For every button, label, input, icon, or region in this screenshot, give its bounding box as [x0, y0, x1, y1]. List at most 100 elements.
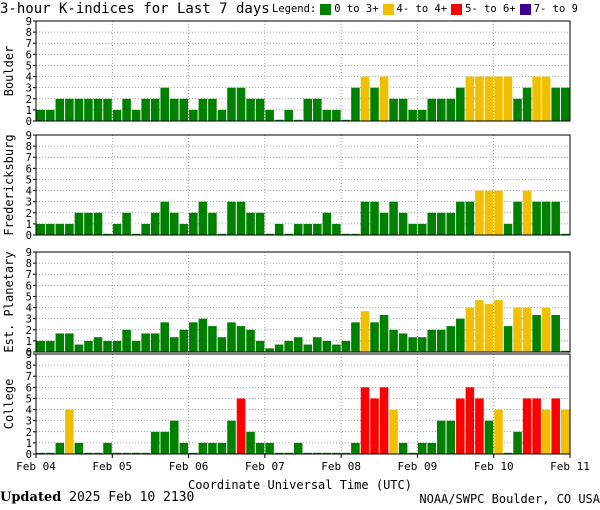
y-tick-label: 8	[26, 360, 32, 372]
k-index-bar	[322, 109, 332, 121]
k-index-bar	[551, 201, 560, 235]
k-index-bar	[208, 442, 217, 454]
k-index-bar	[437, 329, 446, 352]
k-index-bar	[46, 223, 55, 235]
k-index-bar	[379, 212, 389, 235]
y-tick-label: 4	[26, 72, 32, 84]
k-index-bar	[541, 307, 551, 352]
y-tick-label: 4	[26, 186, 32, 198]
k-index-bar	[274, 452, 284, 454]
k-index-bar	[227, 201, 236, 235]
x-tick-label: Feb 07	[245, 460, 285, 473]
x-tick-label: Feb 06	[169, 460, 209, 473]
k-index-bar	[274, 223, 284, 235]
k-index-bar	[303, 223, 313, 235]
legend: Legend: 0 to 3+ 4- to 4+ 5- to 6+ 7- to …	[272, 2, 578, 16]
y-tick-label: 1	[26, 105, 32, 117]
k-index-bar	[112, 109, 122, 121]
k-index-bar	[446, 326, 456, 352]
legend-item-severe: 7- to 9	[519, 2, 578, 16]
k-index-bar	[74, 212, 84, 235]
k-index-bar	[284, 340, 293, 352]
y-tick-label: 1	[26, 219, 32, 231]
k-index-bar	[427, 442, 436, 454]
y-tick-label: 3	[26, 83, 32, 95]
updated-label: Updated	[0, 490, 62, 505]
k-index-bar	[513, 431, 522, 454]
k-index-bar	[351, 87, 360, 121]
k-index-bar	[475, 76, 484, 121]
y-tick-label: 3	[26, 197, 32, 209]
legend-item-label: 4- to 4+	[396, 3, 448, 15]
k-index-bar	[513, 201, 522, 235]
k-index-bar	[465, 387, 475, 454]
k-index-bar	[274, 344, 284, 352]
y-tick-label: 6	[26, 163, 32, 175]
k-index-bar	[484, 303, 494, 352]
y-tick-label: 6	[26, 280, 32, 292]
k-index-bar	[532, 76, 541, 121]
k-index-bar	[150, 431, 160, 454]
k-index-bar	[417, 109, 427, 121]
y-tick-label: 2	[26, 94, 32, 106]
k-index-bar	[189, 322, 198, 352]
k-index-bar	[408, 337, 417, 352]
y-tick-label: 0	[26, 347, 32, 359]
k-index-bar	[55, 333, 65, 352]
k-index-bar	[541, 201, 551, 235]
k-index-bar	[360, 311, 370, 352]
k-index-bar	[141, 98, 150, 121]
k-index-bar	[217, 337, 227, 352]
k-index-bar	[170, 420, 179, 454]
k-index-bar	[313, 337, 322, 352]
k-index-bar	[437, 212, 446, 235]
k-index-bar	[427, 212, 436, 235]
k-index-bar	[293, 119, 303, 121]
k-index-bar	[522, 190, 532, 235]
k-index-bar	[475, 190, 484, 235]
k-index-bar	[179, 98, 189, 121]
k-index-bar	[456, 318, 465, 352]
y-tick-label: 5	[26, 174, 32, 186]
k-index-bar	[341, 233, 351, 235]
y-tick-label: 9	[26, 349, 32, 361]
k-index-bar	[170, 337, 179, 352]
k-index-bar	[179, 223, 189, 235]
k-index-bar	[370, 398, 379, 454]
panel-station-label: Boulder	[2, 46, 16, 97]
k-index-bar	[370, 87, 379, 121]
k-index-bar	[103, 233, 112, 235]
k-index-bar	[494, 76, 503, 121]
legend-item-label: 0 to 3+	[334, 3, 379, 15]
y-tick-label: 3	[26, 416, 32, 428]
k-index-bar	[93, 452, 103, 454]
k-index-bar	[255, 340, 265, 352]
k-index-bar	[341, 340, 351, 352]
y-tick-label: 3	[26, 314, 32, 326]
x-tick-label: Feb 05	[92, 460, 132, 473]
k-index-bar	[189, 109, 198, 121]
k-index-bar	[227, 420, 236, 454]
k-index-bar	[494, 300, 503, 352]
k-index-bar	[389, 329, 398, 352]
k-index-bar	[160, 431, 169, 454]
k-index-bar	[103, 442, 112, 454]
k-index-bar	[427, 98, 436, 121]
k-index-bar	[560, 350, 570, 352]
k-index-bar	[236, 326, 246, 352]
k-index-bar	[179, 329, 189, 352]
k-index-bar	[84, 98, 93, 121]
k-index-bar	[112, 223, 122, 235]
panel-frame	[35, 251, 571, 353]
legend-swatch-yellow	[382, 3, 394, 15]
k-index-bar	[84, 340, 93, 352]
k-index-bar	[513, 98, 522, 121]
k-index-bar	[150, 333, 160, 352]
k-index-bar	[351, 233, 360, 235]
k-index-bar	[456, 87, 465, 121]
k-index-bar	[293, 442, 303, 454]
k-index-bar	[65, 98, 74, 121]
k-index-bar	[208, 212, 217, 235]
k-index-bar	[208, 98, 217, 121]
y-tick-label: 5	[26, 291, 32, 303]
